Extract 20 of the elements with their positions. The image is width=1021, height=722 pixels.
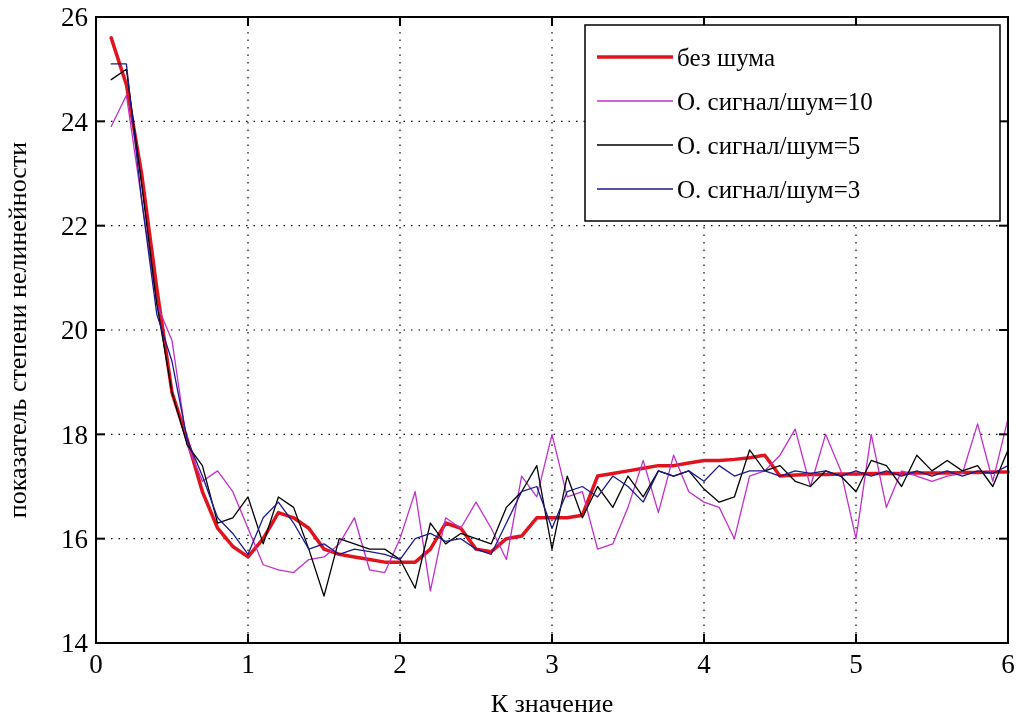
y-tick-label: 26 <box>61 2 88 33</box>
y-tick-label: 20 <box>61 315 88 346</box>
x-tick-label: 5 <box>849 649 863 679</box>
y-tick-label: 14 <box>61 628 89 659</box>
x-tick-label: 6 <box>1001 649 1015 679</box>
x-tick-label: 0 <box>89 649 103 679</box>
y-tick-label: 18 <box>61 419 88 450</box>
x-tick-label: 1 <box>241 649 255 679</box>
y-tick-label: 22 <box>61 211 88 242</box>
x-tick-label: 2 <box>393 649 407 679</box>
legend-label: О. сигнал/шум=5 <box>677 131 861 159</box>
y-tick-label: 24 <box>61 106 89 137</box>
y-axis-title: показатель степени нелинейности <box>3 141 32 519</box>
legend-label: О. сигнал/шум=10 <box>677 87 873 115</box>
x-tick-label: 4 <box>697 649 712 679</box>
y-tick-label: 16 <box>61 524 88 555</box>
x-tick-label: 3 <box>545 649 559 679</box>
legend-label: О. сигнал/шум=3 <box>677 175 861 203</box>
x-axis-title: К значение <box>490 689 614 718</box>
legend-label: без шума <box>677 43 776 71</box>
